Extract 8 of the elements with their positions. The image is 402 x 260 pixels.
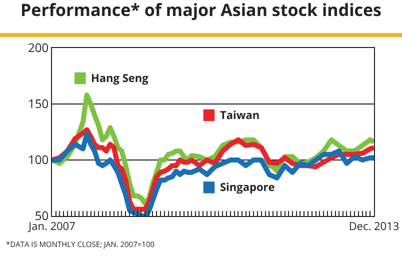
legend-label: Hang Seng (91, 71, 150, 86)
y-tick-label: 200 (28, 39, 49, 56)
x-tick-label: Dec. 2013 (348, 219, 400, 234)
legend-label: Singapore (220, 180, 276, 195)
legend-label: Taiwan (220, 108, 260, 123)
chart-title: Performance* of major Asian stock indices (20, 0, 382, 21)
y-tick-label: 150 (28, 95, 49, 112)
y-tick-label: 100 (28, 151, 49, 168)
